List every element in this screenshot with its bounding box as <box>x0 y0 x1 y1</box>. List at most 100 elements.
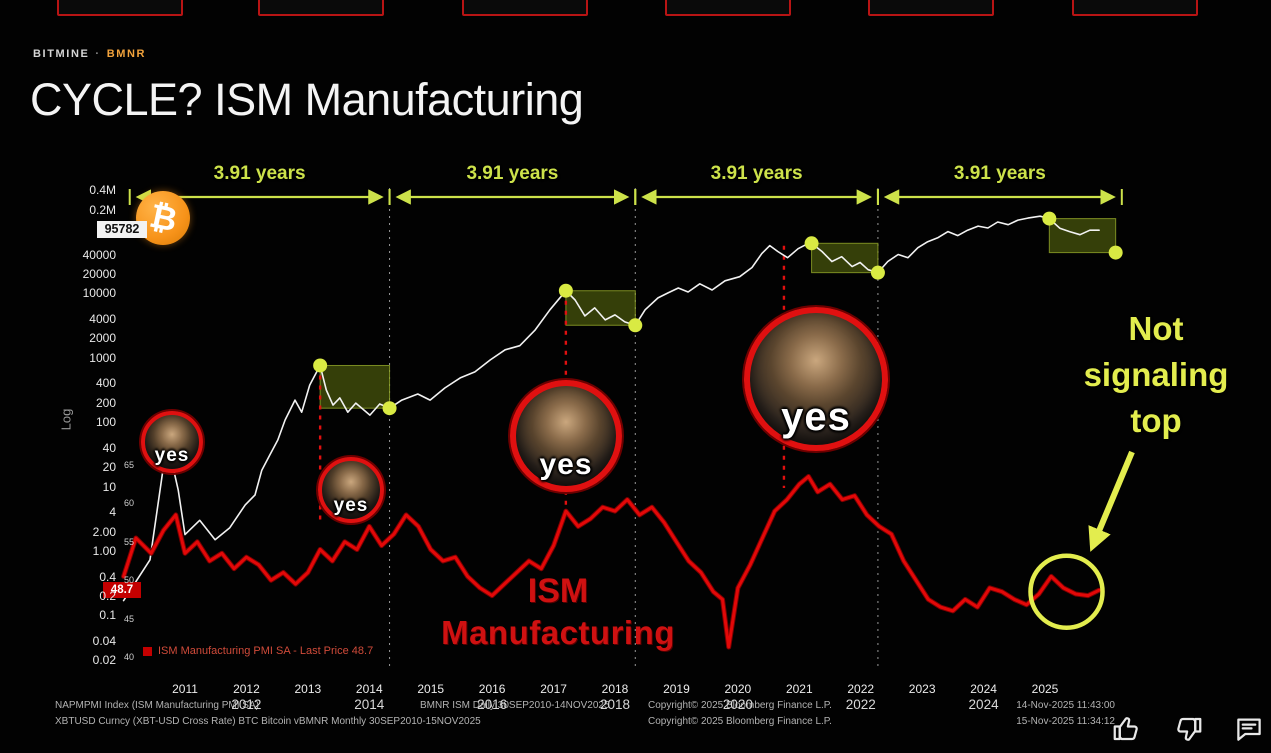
legend-swatch <box>143 646 152 656</box>
yes-meme-caption: yes <box>539 448 593 481</box>
btc-axis-label: 4000 <box>89 312 116 327</box>
btc-axis-label: 1000 <box>89 350 116 365</box>
btc-axis-label: 0.2 <box>99 589 116 603</box>
btc-axis-label: 10000 <box>82 286 116 301</box>
x-axis-year-label: 2016 <box>478 682 506 696</box>
footer-ism-source: NAPMPMI Index (ISM Manufacturing PMI SA) <box>55 700 259 711</box>
x-axis-year-label: 2015 <box>417 682 445 696</box>
retracement-zone <box>811 242 879 274</box>
not-signaling-line2: signaling <box>1083 356 1229 393</box>
ticker-name: BITMINE <box>33 48 90 60</box>
thumbs-down-button[interactable] <box>1168 710 1210 748</box>
footer-ism-copyright: Copyright© 2025 Bloomberg Finance L.P. <box>648 700 832 711</box>
yes-meme-caption: yes <box>781 394 851 439</box>
btc-axis-label: 2.00 <box>92 524 116 539</box>
btc-axis-label: 20000 <box>82 267 116 281</box>
thumbs-up-button[interactable] <box>1105 710 1147 748</box>
x-axis-year-label-large: 2012 <box>231 697 262 712</box>
x-axis-year-label: 2019 <box>663 682 690 696</box>
btc-axis-label: 200 <box>95 395 116 410</box>
cycle-marker-dot <box>1108 245 1123 260</box>
x-axis-year-label: 2025 <box>1031 682 1059 696</box>
btc-axis-label: 0.04 <box>92 634 116 649</box>
x-axis-year-label: 2018 <box>601 682 629 696</box>
footer-ism-range: BMNR ISM Daily 30SEP2010-14NOV2025 <box>420 700 610 711</box>
not-signaling-line3: top <box>1130 402 1182 439</box>
retracement-zone <box>565 290 636 326</box>
separator: · <box>95 48 101 60</box>
x-axis-year-label-large: 2022 <box>845 697 876 712</box>
yes-meme-caption: yes <box>333 494 369 516</box>
btc-axis-label: 10 <box>102 479 116 494</box>
cycle-marker-dot <box>313 358 328 373</box>
btc-axis-label: 100 <box>95 415 116 430</box>
x-axis-year-label-large: 2016 <box>477 697 508 712</box>
ism-axis-tick: 55 <box>123 536 134 547</box>
cycle-span-label: 3.91 years <box>213 163 306 184</box>
not-signaling-top-label: Not signaling top <box>1058 306 1254 444</box>
btc-axis-label: 0.02 <box>92 653 116 668</box>
x-axis-year-label-large: 2014 <box>354 697 385 712</box>
comment-icon <box>1237 718 1261 741</box>
legend-text: ISM Manufacturing PMI SA - Last Price 48… <box>158 645 374 657</box>
cycle-marker-dot <box>1042 211 1057 226</box>
thumbs-up-icon <box>1113 717 1138 741</box>
btc-axis-label: 40 <box>102 440 116 455</box>
x-axis-year-label: 2013 <box>294 682 322 696</box>
cycle-marker-dot <box>558 283 573 298</box>
btc-axis-label: 0.2M <box>89 202 116 217</box>
x-axis-year-label: 2022 <box>847 682 875 696</box>
x-axis-year-label: 2020 <box>724 682 752 696</box>
footer-ism-timestamp: 14-Nov-2025 11:43:00 <box>1016 700 1115 711</box>
btc-axis-label: 400 <box>95 376 116 391</box>
btc-axis-label: 40000 <box>82 247 116 262</box>
ism-axis-tick: 65 <box>123 460 134 470</box>
btc-axis-label: 2000 <box>89 331 116 346</box>
cycle-marker-dot <box>382 401 397 416</box>
btc-axis-label: 1.00 <box>92 544 116 558</box>
thumbs-down-icon <box>1177 717 1202 741</box>
ism-annotation-line1: ISM <box>527 572 589 610</box>
top-edge-fragment <box>57 0 183 16</box>
x-axis-year-label: 2021 <box>785 682 813 696</box>
ism-axis-tick: 50 <box>123 575 134 586</box>
btc-axis-label: 20 <box>102 460 116 475</box>
retracement-zone <box>319 364 391 409</box>
ism-axis-tick: 40 <box>123 652 134 662</box>
comment-button[interactable] <box>1228 710 1270 748</box>
bitcoin-glyph: ₿ <box>146 196 181 239</box>
yes-meme-caption: yes <box>154 444 190 466</box>
btc-axis-label: 4 <box>109 505 116 520</box>
top-edge-fragment <box>258 0 384 16</box>
ism-last-value-badge: 48.7 <box>103 582 141 598</box>
retracement-zone <box>1048 218 1117 254</box>
ticker-symbol: BMNR <box>106 48 147 60</box>
ism-line <box>122 475 1101 649</box>
ism-axis-tick: 45 <box>123 613 134 624</box>
yes-meme-image: yes <box>744 307 888 451</box>
page-title: CYCLE? ISM Manufacturing <box>30 74 584 125</box>
top-edge-fragment <box>868 0 994 16</box>
not-signaling-arrow <box>1088 450 1135 552</box>
x-axis-year-label: 2012 <box>233 682 260 696</box>
x-axis-year-label-large: 2018 <box>599 697 631 712</box>
cycle-span-label: 3.91 years <box>710 163 803 184</box>
btc-axis-label: 0.4M <box>89 183 116 198</box>
cycle-span-label: 3.91 years <box>953 163 1046 184</box>
x-axis-year-label: 2017 <box>540 682 567 696</box>
ism-annotation-line2: Manufacturing <box>441 614 675 651</box>
footer-btc-timestamp: 15-Nov-2025 11:34:12 <box>1016 716 1115 727</box>
btc-price-line <box>122 215 1100 602</box>
x-axis-year-label-large: 2024 <box>968 697 999 712</box>
x-axis-year-label: 2014 <box>355 682 383 696</box>
btc-axis-label: 0.1 <box>99 608 116 623</box>
btc-axis-label: 0.4 <box>99 569 116 584</box>
breadcrumb: BITMINE · BMNR <box>33 48 146 60</box>
ism-annotation-label: ISM Manufacturing <box>408 572 708 652</box>
chart-legend: ISM Manufacturing PMI SA - Last Price 48… <box>143 645 373 657</box>
footer-btc-copyright: Copyright© 2025 Bloomberg Finance L.P. <box>648 716 832 727</box>
top-edge-fragment <box>462 0 588 16</box>
top-edge-fragment <box>1072 0 1198 16</box>
cycle-span-label: 3.91 years <box>466 163 559 184</box>
